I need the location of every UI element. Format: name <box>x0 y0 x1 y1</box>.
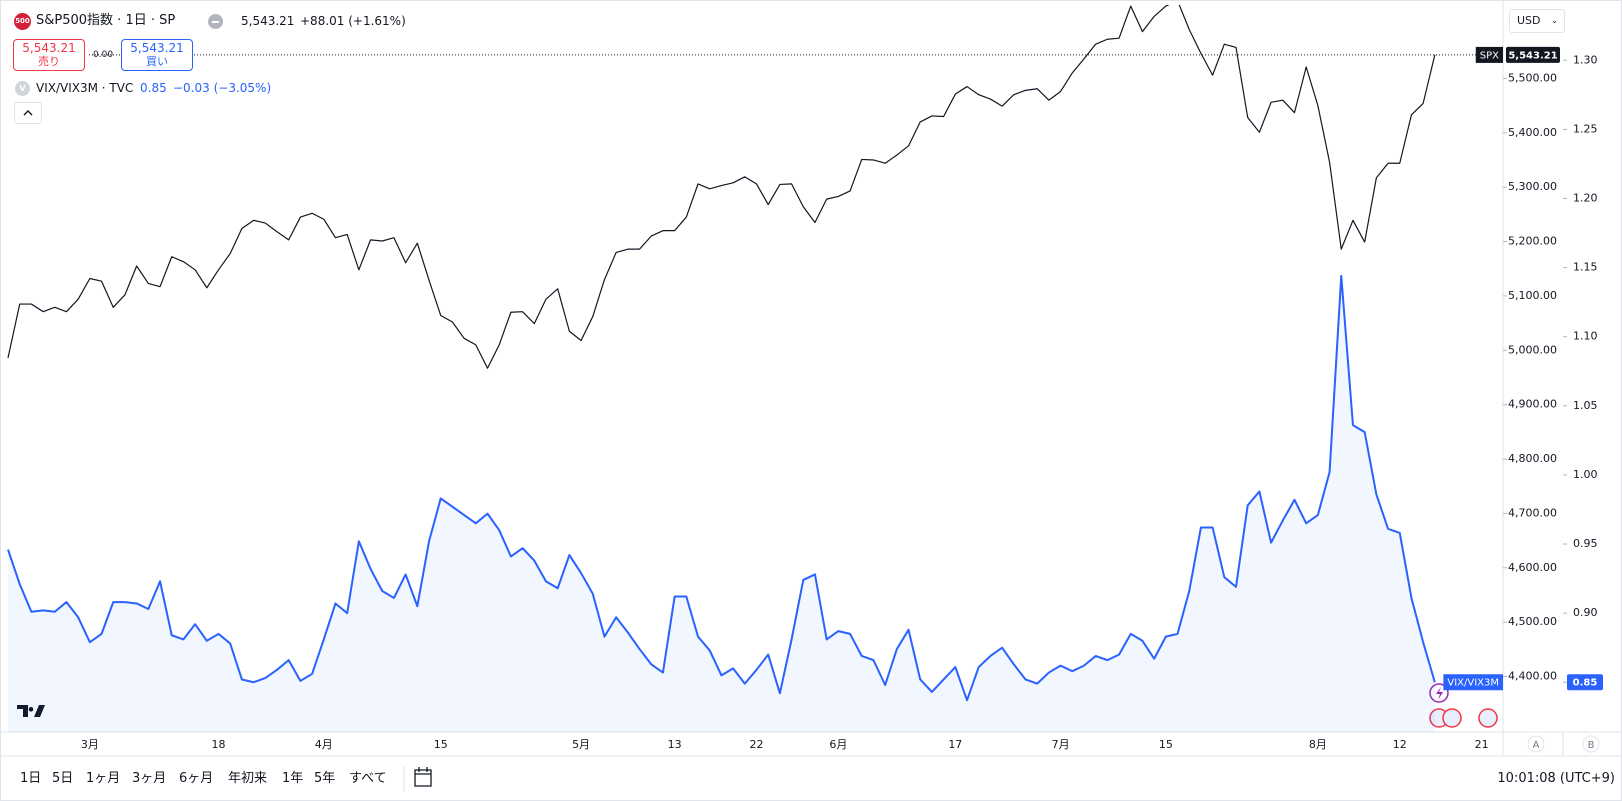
symbol-quote: 5,543.21 <box>241 14 295 28</box>
y-tick-label: 4,600.00 <box>1508 561 1557 574</box>
plot-area <box>7 5 1436 732</box>
indicator-change: −0.03 (−3.05%) <box>173 81 272 95</box>
tv-logo <box>17 705 45 717</box>
axis-button[interactable] <box>1582 735 1600 753</box>
range-button[interactable]: すべて <box>349 771 387 786</box>
buy-button[interactable]: 5,543.21 買い <box>121 39 193 71</box>
y-tick-label: 5,400.00 <box>1508 126 1557 139</box>
x-tick-label: 13 <box>668 738 682 751</box>
status-icon-bar <box>212 21 219 23</box>
x-tick-label: 22 <box>750 738 764 751</box>
y-tick-label: 0.95 <box>1573 537 1598 550</box>
sell-button[interactable]: 5,543.21 売り <box>13 39 85 71</box>
symbol-title[interactable]: S&P500指数 · 1日 · SP <box>36 13 176 28</box>
y-tick-label: 4,800.00 <box>1508 452 1557 465</box>
x-tick-label: 21 <box>1475 738 1489 751</box>
line <box>7 5 1436 369</box>
last-value-tag <box>1567 674 1603 691</box>
y-tick-label: 1.15 <box>1573 261 1598 274</box>
range-button[interactable]: 1日 <box>20 771 42 786</box>
last-value-label: 5,543.21 <box>1508 50 1557 61</box>
buy-price: 5,543.21 <box>130 41 184 55</box>
x-tick-label: 6月 <box>829 738 847 751</box>
status-icon <box>208 14 223 29</box>
last-value-label: 0.85 <box>1573 678 1598 689</box>
axis-button-label[interactable]: B <box>1588 740 1595 751</box>
clock: 10:01:08 (UTC+9) <box>1497 771 1615 786</box>
flag-icon[interactable] <box>1442 708 1462 728</box>
indicator-quote: 0.85 <box>140 81 167 95</box>
y-tick-label: 1.05 <box>1573 399 1598 412</box>
indicator-badge: V <box>15 81 30 96</box>
range-button[interactable]: 1ヶ月 <box>86 771 121 786</box>
x-tick-label: 5月 <box>572 738 590 751</box>
axis-button[interactable] <box>1527 735 1545 753</box>
x-tick-label: 12 <box>1393 738 1407 751</box>
y-tick-label: 5,100.00 <box>1508 289 1557 302</box>
y-tick-label: 5,500.00 <box>1508 71 1557 84</box>
x-tick-label: 8月 <box>1309 738 1327 751</box>
range-button[interactable]: 3ヶ月 <box>132 771 167 786</box>
y-tick-label: 1.25 <box>1573 122 1598 135</box>
buy-label: 買い <box>146 55 168 68</box>
dropdown-arrow: ⌄ <box>1551 16 1558 25</box>
y-tick-label: 5,300.00 <box>1508 180 1557 193</box>
y-tick-label: 4,900.00 <box>1508 398 1557 411</box>
y-tick-label: 4,700.00 <box>1508 506 1557 519</box>
x-tick-label: 3月 <box>81 738 99 751</box>
collapse-button[interactable] <box>14 102 42 124</box>
sell-label: 売り <box>38 55 60 68</box>
spread: 0.00 <box>93 50 114 60</box>
last-value-tag <box>1506 46 1560 63</box>
range-button[interactable]: 5日 <box>52 771 74 786</box>
currency-label: USD <box>1517 14 1541 27</box>
y-tick-label: 0.90 <box>1573 606 1598 619</box>
indicator-name[interactable]: VIX/VIX3M · TVC <box>36 81 134 95</box>
y-tick-label: 1.00 <box>1573 468 1598 481</box>
x-tick-label: 18 <box>212 738 226 751</box>
y-tick-label: 4,500.00 <box>1508 615 1557 628</box>
x-tick-label: 15 <box>434 738 448 751</box>
series-name-tag-bg <box>1475 46 1503 63</box>
series-name-tag: VIX/VIX3M <box>1447 678 1499 689</box>
symbol-change: +88.01 (+1.61%) <box>300 14 406 28</box>
axis-button-label[interactable]: A <box>1533 740 1540 751</box>
y-tick-label: 1.20 <box>1573 191 1598 204</box>
series-name-tag-bg <box>1443 674 1503 691</box>
y-tick-label: 1.30 <box>1573 53 1598 66</box>
symbol-badge: 500 <box>14 13 31 30</box>
chevron <box>23 110 33 116</box>
y-tick-label: 1.10 <box>1573 330 1598 343</box>
range-button[interactable]: 6ヶ月 <box>179 771 214 786</box>
line <box>7 274 1436 702</box>
range-button[interactable]: 年初来 <box>228 771 268 786</box>
x-tick-label: 7月 <box>1052 738 1070 751</box>
range-button[interactable]: 5年 <box>314 771 336 786</box>
flag-icon[interactable] <box>1478 708 1498 728</box>
area <box>8 275 1435 732</box>
series-name-tag: SPX <box>1480 50 1499 61</box>
range-button[interactable]: 1年 <box>282 771 304 786</box>
currency-select[interactable]: USD ⌄ <box>1509 9 1565 33</box>
x-tick-label: 15 <box>1159 738 1173 751</box>
y-tick-label: 4,400.00 <box>1508 670 1557 683</box>
x-tick-label: 4月 <box>315 738 333 751</box>
event-icon-glyph <box>1436 687 1443 700</box>
x-tick-label: 17 <box>948 738 962 751</box>
collapse-icon <box>23 110 33 116</box>
y-tick-label: 5,200.00 <box>1508 235 1557 248</box>
y-tick-label: 5,000.00 <box>1508 343 1557 356</box>
calendar-icon[interactable] <box>414 767 432 787</box>
sell-price: 5,543.21 <box>22 41 76 55</box>
